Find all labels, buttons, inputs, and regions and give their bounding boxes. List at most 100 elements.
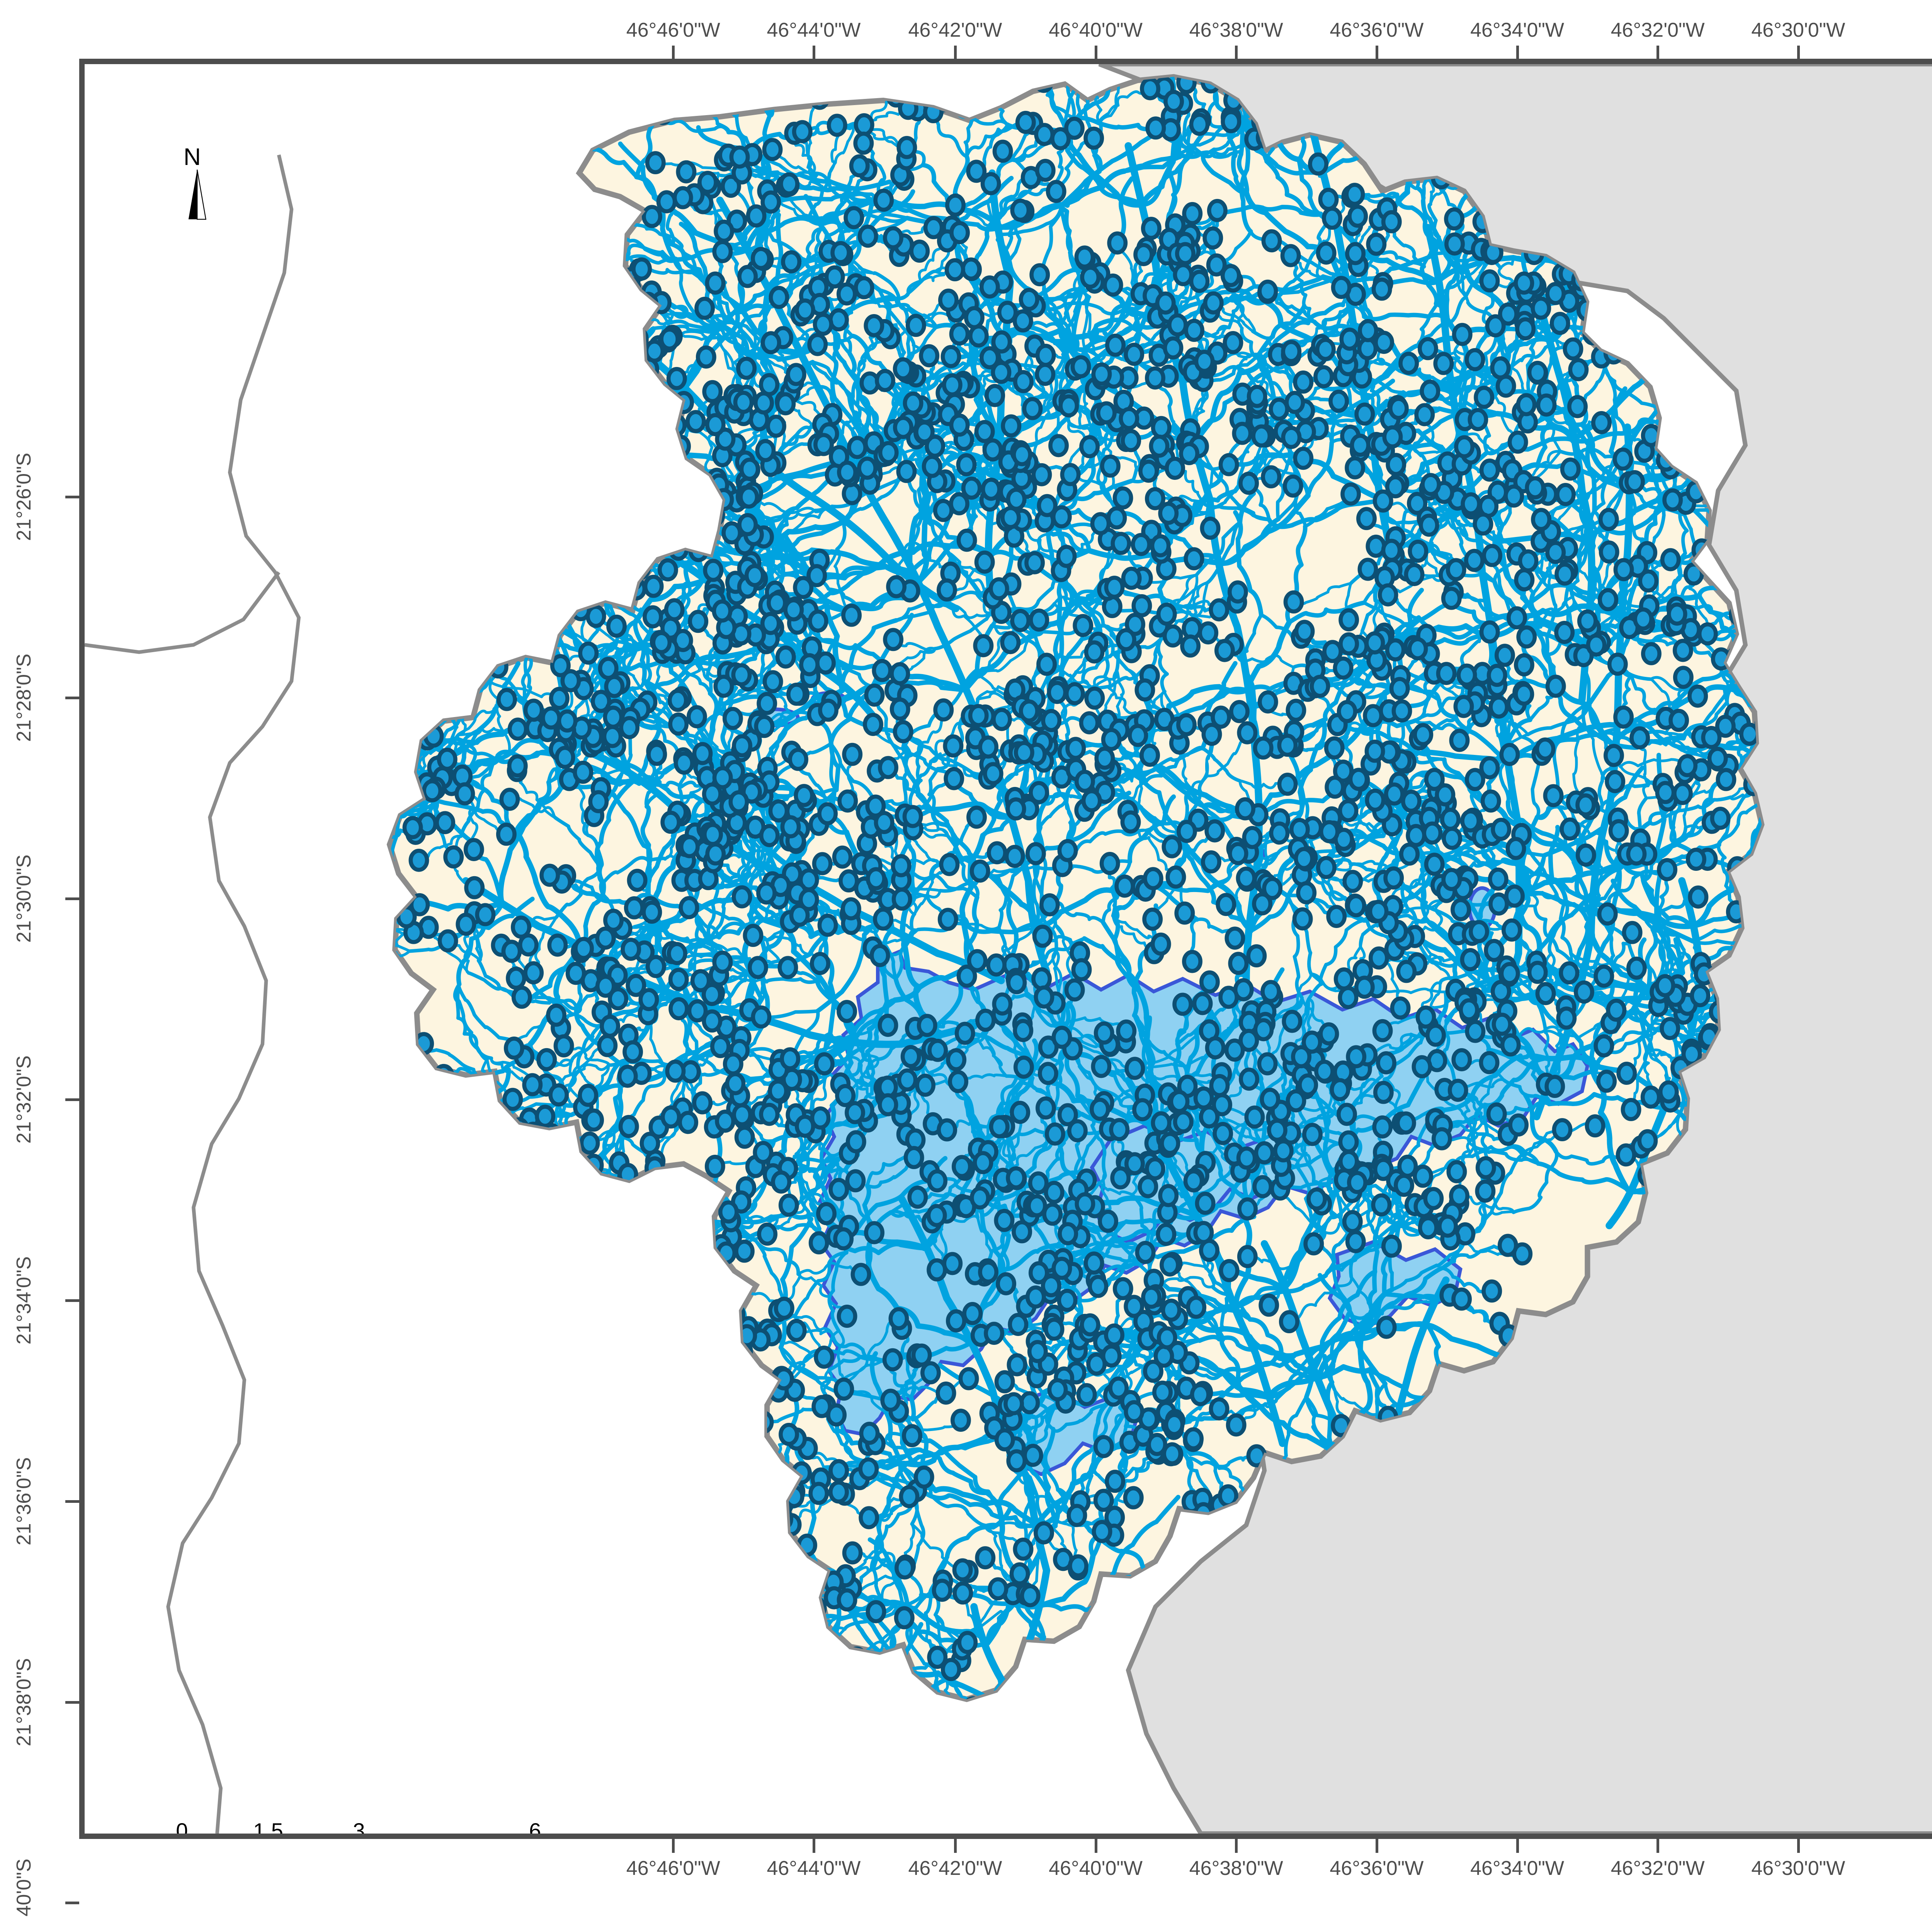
spring-point xyxy=(827,114,847,137)
river-segment xyxy=(1000,1243,1058,1272)
spring-point xyxy=(883,226,903,250)
river-segment xyxy=(1437,698,1512,765)
spring-point xyxy=(1184,547,1204,571)
spring-point xyxy=(1280,244,1301,267)
spring-point xyxy=(961,257,981,281)
river-segment xyxy=(1306,440,1334,498)
spring-point xyxy=(1165,865,1186,889)
spring-point xyxy=(1105,333,1126,357)
spring-point xyxy=(1451,898,1471,921)
spring-point xyxy=(1083,126,1104,150)
spring-point xyxy=(878,756,898,779)
river-segment xyxy=(892,964,972,1003)
river-segment xyxy=(1071,734,1151,761)
river-segment xyxy=(1611,684,1736,748)
spring-point xyxy=(1176,820,1197,843)
spring-point xyxy=(1331,276,1352,299)
spring-point xyxy=(1479,620,1500,644)
river-segment xyxy=(913,863,951,915)
river-segment xyxy=(1496,734,1510,804)
spring-point xyxy=(1371,277,1392,301)
river-segment xyxy=(1717,843,1739,914)
spring-point xyxy=(992,708,1012,731)
spring-point xyxy=(1035,363,1056,386)
spring-point xyxy=(854,113,874,136)
spring-point xyxy=(991,360,1012,384)
neighbour-municipality-boundaries xyxy=(85,154,301,1834)
river-segment xyxy=(1289,254,1316,324)
spring-point xyxy=(1073,614,1094,637)
river-segment xyxy=(627,243,679,262)
spring-point xyxy=(1116,628,1136,651)
spring-point xyxy=(1235,797,1255,821)
spring-point xyxy=(943,734,964,758)
spring-point xyxy=(853,131,874,155)
spring-point xyxy=(1381,210,1402,233)
river-segment xyxy=(1276,452,1296,521)
spring-point xyxy=(1347,204,1368,228)
river-segment xyxy=(1266,289,1316,324)
river-segment xyxy=(919,1448,1002,1510)
river-segment xyxy=(1634,671,1724,722)
river-segment xyxy=(1243,619,1292,693)
spring-point xyxy=(1221,110,1242,133)
spring-point xyxy=(981,478,1002,501)
spring-point xyxy=(1104,576,1125,599)
river-segment xyxy=(844,1540,882,1577)
river-segment xyxy=(1117,511,1226,566)
main-map-canvas[interactable] xyxy=(85,64,1932,1834)
spring-point xyxy=(641,205,662,228)
spring-point xyxy=(873,908,893,931)
river-segment xyxy=(1221,517,1281,566)
river-segment xyxy=(933,1486,1041,1528)
river-segment xyxy=(1377,957,1441,965)
river-segment xyxy=(1611,723,1706,750)
river-segment xyxy=(894,1432,1013,1467)
river-segment xyxy=(841,1230,927,1251)
spring-point xyxy=(766,415,786,438)
spring-point xyxy=(1237,721,1258,744)
river-segment xyxy=(917,792,981,873)
spring-point xyxy=(1238,471,1259,495)
spring-point xyxy=(1399,842,1420,866)
river-segment xyxy=(866,1261,972,1346)
spring-point xyxy=(1013,370,1034,393)
river-segment xyxy=(457,982,517,1043)
spring-point xyxy=(956,529,977,552)
river-segment xyxy=(1279,221,1329,295)
spring-point xyxy=(1189,112,1210,136)
spring-point xyxy=(1000,506,1021,529)
spring-point xyxy=(1480,789,1501,813)
river-segment xyxy=(954,1082,985,1148)
spring-point xyxy=(1225,926,1245,950)
river-segment xyxy=(553,815,605,884)
spring-point xyxy=(1293,370,1314,394)
river-segment xyxy=(554,864,601,919)
river-segment xyxy=(1414,676,1472,722)
spring-point xyxy=(1313,365,1334,389)
spring-point xyxy=(1201,722,1222,746)
river-segment xyxy=(1717,783,1755,847)
river-segment xyxy=(747,677,795,718)
spring-point xyxy=(961,476,982,500)
river-segment xyxy=(923,1490,1040,1528)
spring-point xyxy=(1257,279,1278,303)
river-segment xyxy=(1701,681,1734,727)
river-segment xyxy=(520,995,578,1009)
spring-point xyxy=(1444,232,1465,256)
river-segment xyxy=(1292,582,1352,605)
river-segment xyxy=(1545,586,1558,656)
river-segment xyxy=(1420,264,1450,322)
spring-point xyxy=(1232,421,1253,445)
river-segment xyxy=(1001,1331,1037,1374)
river-segment xyxy=(1065,148,1145,207)
river-segment xyxy=(514,828,582,952)
main-map-frame: N 01,536 km xyxy=(79,59,1932,1839)
spring-point xyxy=(1282,474,1303,498)
river-segment xyxy=(930,806,981,873)
river-segment xyxy=(1179,836,1253,933)
river-segment xyxy=(1035,1553,1096,1609)
spring-point xyxy=(1198,621,1219,645)
spring-point xyxy=(893,720,913,743)
